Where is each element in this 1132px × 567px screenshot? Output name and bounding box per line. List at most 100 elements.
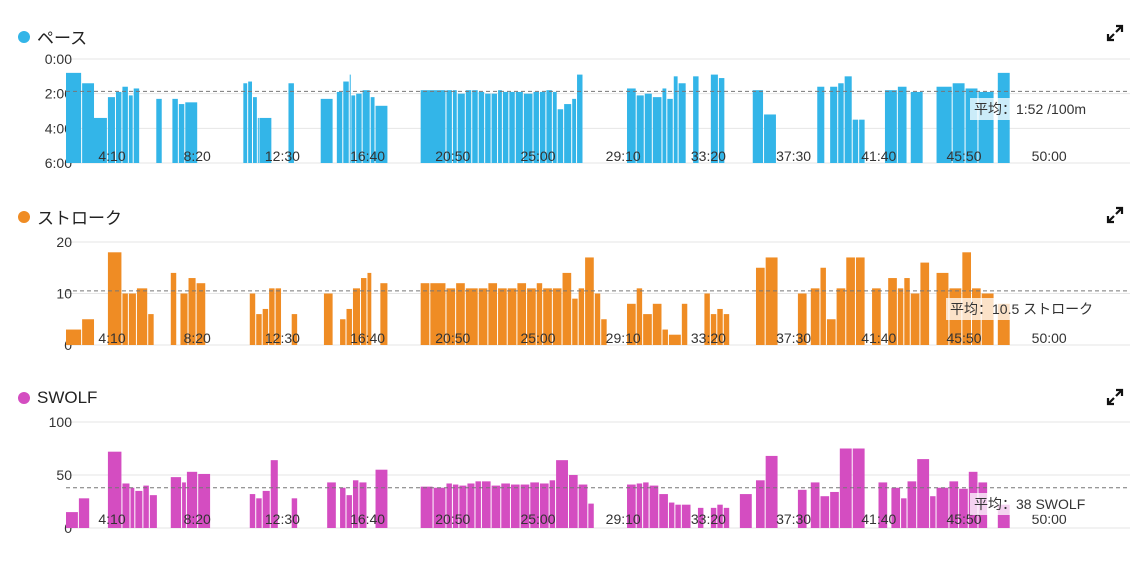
swolf-bar xyxy=(327,482,336,528)
stroke-bar xyxy=(498,288,507,345)
swolf-xtick-label: 16:40 xyxy=(350,511,385,527)
stroke-bar xyxy=(269,288,275,345)
stroke-bar xyxy=(594,293,601,345)
swolf-chart: SWOLF 1005004:108:2012:3016:4020:5025:00… xyxy=(0,360,1132,550)
stroke-xtick-label: 33:20 xyxy=(691,330,726,346)
pace-bar xyxy=(952,83,965,163)
stroke-bar xyxy=(262,308,269,345)
pace-bar xyxy=(257,117,259,163)
stroke-chart-title: ストローク xyxy=(18,204,122,229)
stroke-bar xyxy=(507,288,517,345)
swolf-xtick-label: 20:50 xyxy=(435,511,470,527)
swolf-bar xyxy=(340,487,346,528)
pace-bar xyxy=(884,90,897,163)
swolf-bar xyxy=(420,486,433,528)
pace-bar xyxy=(577,74,583,163)
swolf-bar xyxy=(636,483,643,528)
swolf-average-badge: 平均：38 SWOLF xyxy=(970,493,1098,515)
pace-bar xyxy=(817,86,825,163)
pace-bar xyxy=(852,119,859,163)
swolf-ytick-label: 100 xyxy=(49,414,73,430)
pace-bar xyxy=(478,91,485,163)
stroke-bar xyxy=(643,314,652,345)
swolf-bar xyxy=(830,491,839,528)
stroke-bar xyxy=(136,288,148,345)
swolf-bar xyxy=(186,471,198,528)
stroke-bar xyxy=(755,267,765,345)
swolf-bar xyxy=(433,487,446,528)
pace-average-badge-bg xyxy=(970,98,1098,120)
stroke-bar xyxy=(723,314,730,345)
swolf-bar xyxy=(578,484,588,528)
stroke-legend-dot xyxy=(18,210,30,223)
swolf-average-badge-bg xyxy=(970,493,1098,515)
pace-bar xyxy=(336,91,343,163)
pace-average-label: 平均：1:52 /100m xyxy=(974,101,1086,117)
swolf-bar xyxy=(949,481,959,528)
swolf-bar xyxy=(510,484,520,528)
swolf-legend-dot xyxy=(18,392,30,404)
pace-bar xyxy=(509,91,515,163)
pace-bar xyxy=(320,98,333,163)
swolf-ytick-label: 50 xyxy=(56,467,72,483)
swolf-plot: 1005004:108:2012:3016:4020:5025:0029:103… xyxy=(49,414,1130,536)
stroke-xtick-label: 20:50 xyxy=(435,330,470,346)
pace-bar xyxy=(362,90,370,163)
pace-bar xyxy=(710,74,718,163)
pace-bar xyxy=(564,104,572,163)
swolf-bar xyxy=(270,460,278,528)
pace-xtick-label: 20:50 xyxy=(435,148,470,164)
swolf-bar xyxy=(539,483,549,528)
pace-bar xyxy=(498,90,502,163)
stroke-bar xyxy=(256,314,262,345)
pace-bar xyxy=(452,90,457,163)
stroke-bar xyxy=(826,319,836,345)
stroke-bar xyxy=(668,334,681,345)
stroke-bar xyxy=(920,262,930,345)
pace-bar xyxy=(107,97,115,163)
stroke-bar xyxy=(478,288,488,345)
swolf-bar xyxy=(668,502,675,528)
stroke-bar xyxy=(543,288,552,345)
swolf-bar xyxy=(130,487,135,528)
pace-ytick-label: 4:00 xyxy=(45,120,72,136)
pace-xtick-label: 16:40 xyxy=(350,148,385,164)
stroke-bar xyxy=(352,288,361,345)
stroke-bar xyxy=(527,288,536,345)
stroke-bar xyxy=(652,303,662,345)
swolf-bar xyxy=(135,490,143,528)
stroke-xtick-label: 25:00 xyxy=(520,330,555,346)
swolf-bar xyxy=(710,507,717,528)
pace-bar xyxy=(248,81,253,163)
swolf-bar xyxy=(878,482,888,528)
stroke-ytick-label: 10 xyxy=(56,286,72,302)
pace-bar xyxy=(472,90,478,163)
swolf-bar xyxy=(475,481,481,528)
swolf-xtick-label: 37:30 xyxy=(776,511,811,527)
stroke-bar xyxy=(82,319,95,345)
swolf-expand-icon[interactable] xyxy=(1106,388,1124,406)
stroke-title-label: ストローク xyxy=(37,209,122,228)
pace-xtick-label: 45:50 xyxy=(946,148,981,164)
swolf-bar xyxy=(520,484,530,528)
swolf-xtick-label: 8:20 xyxy=(184,511,211,527)
swolf-bar xyxy=(797,489,807,528)
pace-bar xyxy=(88,117,107,163)
stroke-bar xyxy=(456,283,465,345)
pace-xtick-label: 50:00 xyxy=(1032,148,1067,164)
pace-bar xyxy=(156,98,162,163)
stroke-bar xyxy=(846,257,855,345)
pace-expand-icon[interactable] xyxy=(1106,24,1124,42)
stroke-expand-icon[interactable] xyxy=(1106,206,1124,224)
swolf-average-label: 平均：38 SWOLF xyxy=(974,496,1085,512)
swolf-xtick-label: 41:40 xyxy=(861,511,896,527)
swolf-bar xyxy=(681,504,691,528)
stroke-bar xyxy=(367,272,372,345)
swolf-bar xyxy=(549,480,556,528)
stroke-bar xyxy=(572,298,578,345)
stroke-bar xyxy=(465,288,478,345)
swolf-bar xyxy=(697,507,704,528)
swolf-bar xyxy=(66,512,78,528)
swolf-bar xyxy=(568,475,578,528)
swolf-bar xyxy=(491,485,501,528)
